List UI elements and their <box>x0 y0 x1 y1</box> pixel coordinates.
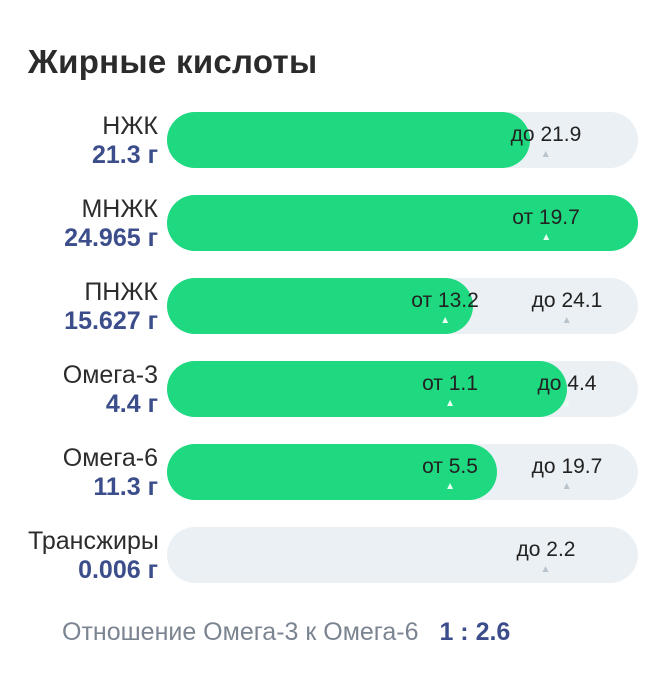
progress-track: от 13.2 до 24.1 <box>167 278 638 334</box>
fatty-acid-row: Омега-3 4.4 г от 1.1 до 4.4 <box>0 359 664 419</box>
fatty-acid-row: НЖК 21.3 г до 21.9 <box>0 110 664 170</box>
fatty-acid-label: ПНЖК 15.627 г <box>0 276 158 336</box>
progress-track: от 5.5 до 19.7 <box>167 444 638 500</box>
fatty-acid-name: Омега-6 <box>62 444 158 472</box>
range-marker: до 21.9 <box>510 122 582 162</box>
range-marker: до 19.7 <box>531 454 603 494</box>
fatty-acid-row: Омега-6 11.3 г от 5.5 до 19.7 <box>0 442 664 502</box>
omega-ratio-label: Отношение Омега-3 к Омега-6 <box>62 618 419 646</box>
progress-fill <box>167 444 497 500</box>
range-marker-label: от 1.1 <box>422 372 478 395</box>
progress-fill <box>167 112 530 168</box>
fatty-acid-name: Омега-3 <box>62 361 158 389</box>
range-marker-label: до 19.7 <box>531 455 603 478</box>
card-title: Жирные кислоты <box>28 43 318 80</box>
omega-ratio-value: 1 : 2.6 <box>439 618 511 646</box>
fatty-acid-label: Трансжиры 0.006 г <box>0 525 158 585</box>
fatty-acid-amount: 15.627 г <box>64 307 158 335</box>
fatty-acid-label: МНЖК 24.965 г <box>0 193 158 253</box>
range-marker: от 13.2 <box>411 288 479 328</box>
progress-track: от 1.1 до 4.4 <box>167 361 638 417</box>
range-marker-label: от 5.5 <box>422 455 478 478</box>
progress-track: до 2.2 <box>167 527 638 583</box>
progress-fill <box>167 195 638 251</box>
progress-track: до 21.9 <box>167 112 638 168</box>
range-marker-label: от 13.2 <box>411 289 479 312</box>
progress-fill <box>167 361 567 417</box>
omega-ratio: Отношение Омега-3 к Омега-6 1 : 2.6 <box>62 616 510 648</box>
progress-fill <box>167 278 473 334</box>
range-marker: от 19.7 <box>512 205 580 245</box>
triangle-up-icon <box>564 400 570 406</box>
fatty-acid-amount: 24.965 г <box>64 224 158 252</box>
fatty-acid-label: Омега-3 4.4 г <box>0 359 158 419</box>
fatty-acid-amount: 0.006 г <box>78 556 158 584</box>
fatty-acid-name: МНЖК <box>81 195 158 223</box>
fatty-acid-amount: 4.4 г <box>105 390 158 418</box>
triangle-up-icon <box>441 317 448 323</box>
triangle-up-icon <box>563 317 570 323</box>
fatty-acid-label: Омега-6 11.3 г <box>0 442 158 502</box>
triangle-up-icon <box>543 566 549 572</box>
range-marker-label: до 2.2 <box>516 538 576 561</box>
fatty-acid-row: Трансжиры 0.006 г до 2.2 <box>0 525 664 585</box>
fatty-acid-name: ПНЖК <box>84 278 158 306</box>
range-marker-label: до 24.1 <box>531 289 603 312</box>
triangle-up-icon <box>563 483 570 489</box>
range-marker-label: до 21.9 <box>510 123 582 146</box>
fatty-acid-row: ПНЖК 15.627 г от 13.2 до 24.1 <box>0 276 664 336</box>
fatty-acid-name: НЖК <box>102 112 158 140</box>
range-marker: до 2.2 <box>516 537 576 577</box>
progress-track: от 19.7 <box>167 195 638 251</box>
triangle-up-icon <box>542 151 549 157</box>
fatty-acid-row: МНЖК 24.965 г от 19.7 <box>0 193 664 253</box>
range-marker: до 24.1 <box>531 288 603 328</box>
range-marker-label: от 19.7 <box>512 206 580 229</box>
range-marker: от 5.5 <box>422 454 478 494</box>
range-marker: от 1.1 <box>422 371 478 411</box>
fatty-acid-label: НЖК 21.3 г <box>0 110 158 170</box>
triangle-up-icon <box>542 234 549 240</box>
fatty-acid-name: Трансжиры <box>28 527 158 555</box>
range-marker-label: до 4.4 <box>537 372 597 395</box>
triangle-up-icon <box>447 483 453 489</box>
fatty-acid-amount: 21.3 г <box>91 141 158 169</box>
fatty-acid-amount: 11.3 г <box>93 473 158 501</box>
range-marker: до 4.4 <box>537 371 597 411</box>
triangle-up-icon <box>447 400 453 406</box>
